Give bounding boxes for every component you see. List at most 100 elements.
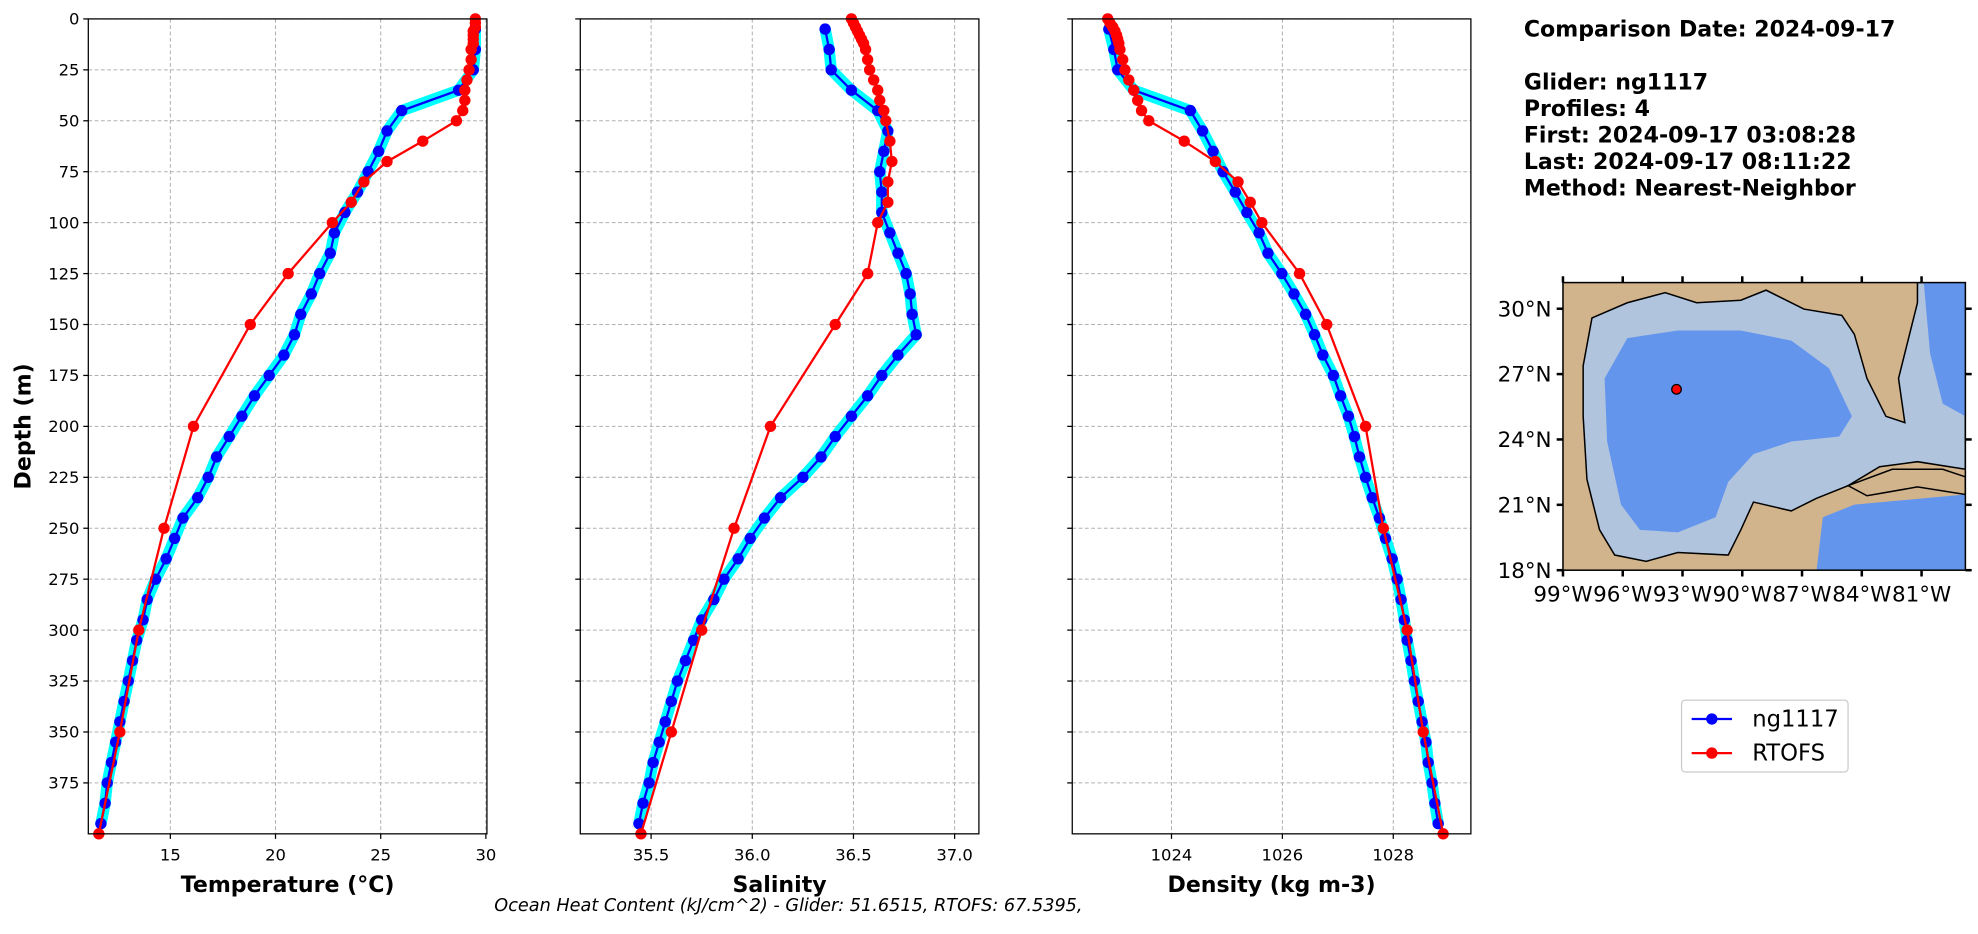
profile-point	[278, 349, 290, 361]
profile-point	[1232, 176, 1244, 188]
map-lat-label: 24°N	[1498, 428, 1552, 453]
profile-point	[868, 74, 880, 86]
profile-point	[1143, 115, 1155, 127]
profile-point	[248, 390, 261, 402]
profile-point	[1123, 74, 1135, 86]
profile-point	[1256, 216, 1268, 229]
profile-point	[465, 53, 477, 66]
y-tick-label: 375	[48, 774, 79, 793]
profile-point	[457, 104, 469, 117]
profile-point	[1229, 186, 1241, 198]
info-line: Profiles: 4	[1524, 97, 1650, 122]
x-tick-label: 36.0	[734, 845, 770, 864]
x-tick-label: 36.5	[835, 845, 871, 864]
y-tick-label: 350	[48, 723, 79, 742]
profile-point	[1262, 247, 1274, 259]
axes-frame	[579, 18, 980, 835]
profile-point	[1353, 451, 1366, 463]
profile-point	[758, 512, 771, 524]
profile-point	[1288, 288, 1300, 300]
profile-line	[637, 28, 918, 824]
profile-point	[372, 145, 385, 158]
profile-point	[450, 115, 463, 127]
y-tick-label: 50	[59, 111, 80, 130]
profile-point	[114, 726, 126, 738]
profile-point	[882, 176, 894, 188]
y-tick-label: 275	[48, 570, 79, 589]
profile-point	[158, 522, 170, 534]
profile-point	[633, 817, 645, 830]
profile-point	[892, 349, 904, 361]
profile-point	[177, 512, 189, 524]
map-lon-label: 96°W	[1593, 583, 1652, 608]
x-axis-label: Density (kg m-3)	[1168, 873, 1376, 898]
x-axis-label: Temperature (°C)	[181, 873, 395, 898]
profile-point	[647, 756, 659, 769]
profile-point	[904, 288, 916, 300]
profile-point	[906, 308, 918, 321]
profile-point	[665, 726, 678, 738]
profile-point	[825, 64, 837, 76]
profile-point	[160, 553, 172, 565]
profile-point	[263, 369, 275, 382]
legend-label: ng1117	[1752, 707, 1839, 733]
profile-point	[637, 797, 649, 809]
profile-point	[732, 553, 744, 565]
profile-point	[774, 492, 787, 504]
profile-point	[187, 420, 200, 433]
map-lon-label: 84°W	[1832, 583, 1891, 608]
profile-point	[845, 410, 858, 422]
profile-point	[461, 74, 473, 86]
profile-point	[244, 318, 256, 331]
profile-point	[679, 654, 692, 667]
profile-point	[874, 94, 886, 107]
profile-point	[1114, 43, 1126, 56]
legend-label: RTOFS	[1752, 741, 1825, 767]
profile-point	[829, 430, 841, 443]
profile-point	[861, 53, 874, 66]
profile-point	[1128, 84, 1140, 96]
map-lon-label: 87°W	[1772, 583, 1831, 608]
legend-marker	[1706, 747, 1718, 759]
y-tick-label: 125	[48, 264, 79, 283]
profile-point	[859, 43, 872, 56]
profile-point	[882, 196, 894, 208]
profile-point	[1132, 94, 1144, 107]
profile-point	[874, 166, 886, 178]
profile-point	[282, 267, 294, 280]
profile-point	[863, 64, 876, 76]
profile-point	[1217, 166, 1229, 178]
profile-point	[202, 471, 214, 483]
y-tick-label: 225	[48, 468, 79, 487]
map-cuba	[1846, 468, 1966, 497]
profile-point	[223, 430, 235, 443]
map-base	[1562, 282, 1966, 571]
profile-point	[1241, 206, 1253, 219]
profile-point	[665, 695, 678, 708]
profile-point	[884, 135, 896, 147]
profile-point	[1327, 369, 1340, 382]
profile-point	[687, 634, 700, 646]
profile-point	[886, 155, 898, 168]
profile-point	[671, 675, 684, 687]
profile-point	[1196, 125, 1209, 137]
profile-point	[1276, 267, 1288, 280]
profile-point	[718, 573, 730, 585]
profile-point	[1299, 308, 1312, 321]
profile-point	[876, 186, 888, 198]
profile-point	[339, 206, 351, 219]
footnote: Ocean Heat Content (kJ/cm^2) - Glider: 5…	[494, 896, 1082, 916]
profile-point	[1253, 227, 1265, 239]
profile-point	[880, 115, 892, 127]
profile-point	[1317, 349, 1329, 361]
profile-point	[305, 288, 317, 300]
profile-point	[295, 308, 307, 321]
x-tick-label: 35.5	[633, 845, 669, 864]
y-tick-label: 75	[59, 162, 80, 181]
x-tick-label: 1028	[1372, 845, 1414, 864]
map-lon-label: 93°W	[1653, 583, 1712, 608]
profile-point	[210, 451, 223, 463]
map-lat-label: 21°N	[1498, 493, 1552, 518]
